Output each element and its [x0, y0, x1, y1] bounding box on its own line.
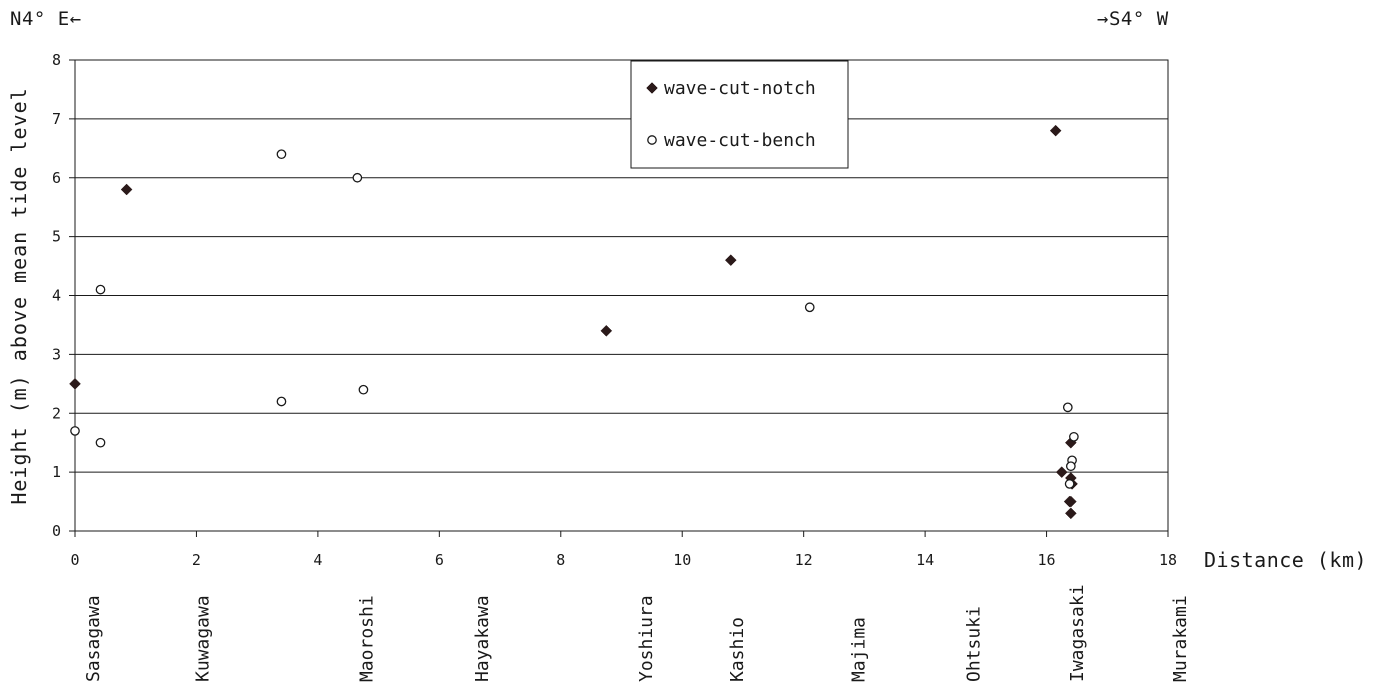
x-axis-label: Distance (km) — [1204, 548, 1367, 572]
notch-point — [725, 255, 736, 266]
legend-label: wave-cut-notch — [664, 78, 816, 99]
notch-point — [601, 325, 612, 336]
y-tick-label: 6 — [52, 169, 61, 187]
legend: wave-cut-notch wave-cut-bench — [631, 61, 848, 168]
bench-point — [1064, 403, 1072, 411]
bench-point — [96, 285, 104, 293]
location-label: Majima — [848, 617, 869, 682]
x-tick-label: 10 — [673, 551, 691, 569]
notch-point — [1065, 508, 1076, 519]
location-label: Murakami — [1170, 595, 1191, 682]
location-label: Ohtsuki — [964, 606, 985, 682]
y-tick-label: 0 — [52, 522, 61, 540]
location-label: Kashio — [727, 617, 748, 682]
x-tick-label: 2 — [192, 551, 201, 569]
location-label: Iwagasaki — [1067, 584, 1088, 682]
x-tick-label: 8 — [556, 551, 565, 569]
bench-point — [806, 303, 814, 311]
y-tick-label: 3 — [52, 345, 61, 363]
x-tick-label: 16 — [1038, 551, 1056, 569]
x-tick-label: 12 — [795, 551, 813, 569]
legend-label: wave-cut-bench — [664, 130, 816, 151]
bench-point — [96, 438, 104, 446]
bench-point — [277, 150, 285, 158]
notch-point — [1065, 496, 1076, 507]
y-tick-label: 7 — [52, 110, 61, 128]
location-label: Yoshiura — [636, 595, 657, 682]
grid-lines — [75, 119, 1168, 472]
bench-point — [353, 174, 361, 182]
location-label: Kuwagawa — [193, 595, 214, 682]
x-tick-label: 6 — [435, 551, 444, 569]
bench-point — [359, 386, 367, 394]
notch-point — [1056, 467, 1067, 478]
bench-point — [71, 427, 79, 435]
y-tick-label: 2 — [52, 404, 61, 422]
x-tick-label: 18 — [1159, 551, 1177, 569]
bench-point — [277, 397, 285, 405]
y-tick-label: 4 — [52, 287, 61, 305]
notch-point — [70, 378, 81, 389]
x-tick-label: 0 — [70, 551, 79, 569]
location-label: Maoroshi — [356, 595, 377, 682]
location-label: Sasagawa — [83, 595, 104, 682]
y-tick-label: 8 — [52, 51, 61, 69]
bench-point — [1070, 433, 1078, 441]
data-points — [70, 125, 1079, 519]
bench-point — [1067, 462, 1075, 470]
bench-point — [1065, 480, 1073, 488]
y-tick-label: 1 — [52, 463, 61, 481]
y-axis-label: Height (m) above mean tide level — [7, 87, 31, 504]
legend-bench-marker — [648, 136, 656, 144]
y-tick-label: 5 — [52, 228, 61, 246]
notch-point — [121, 184, 132, 195]
location-labels: Sasagawa Kuwagawa Maoroshi Hayakawa Yoshiura… — [83, 584, 1191, 682]
x-tick-label: 4 — [313, 551, 322, 569]
x-tick-label: 14 — [916, 551, 934, 569]
notch-point — [1050, 125, 1061, 136]
location-label: Hayakawa — [472, 595, 493, 682]
